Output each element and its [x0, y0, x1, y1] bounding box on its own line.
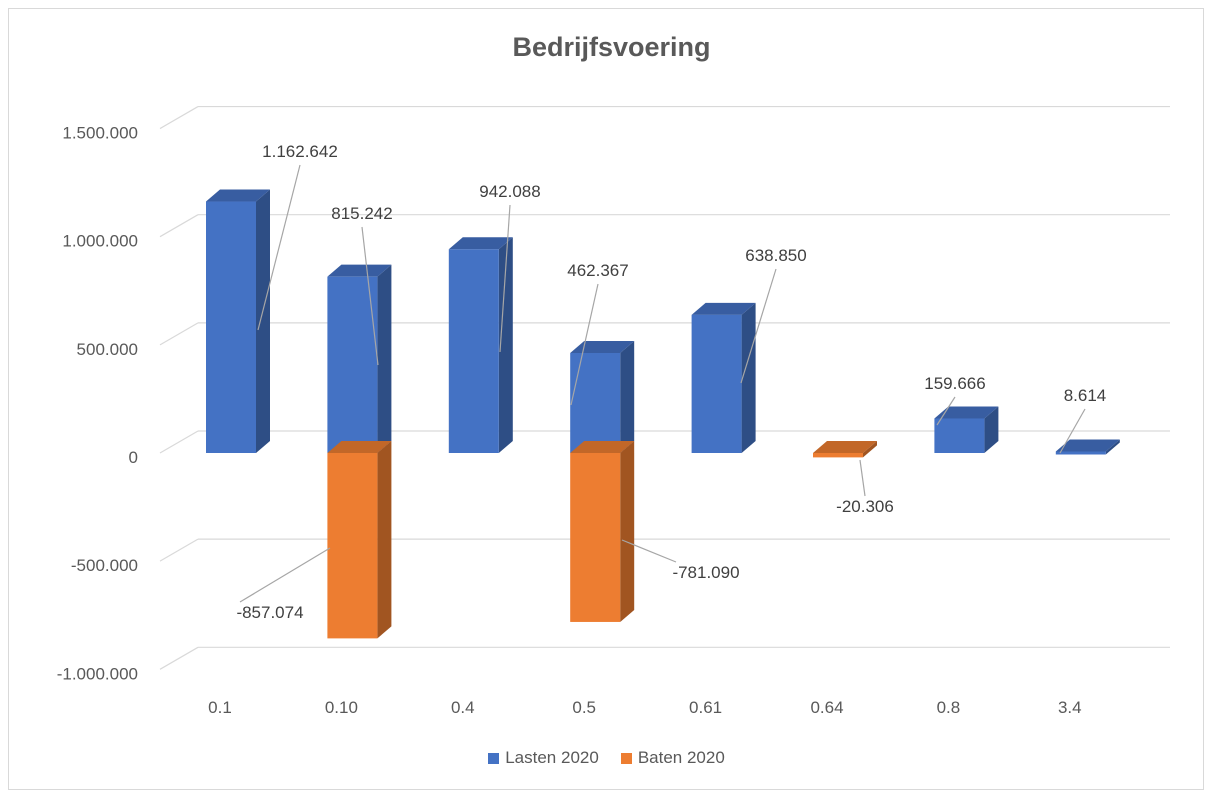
data-label-leader	[859, 459, 866, 497]
bar-lasten-0.1-top	[206, 189, 270, 202]
data-label-leader	[570, 283, 599, 406]
bar-lasten-0.8	[934, 418, 985, 453]
data-label: -857.074	[236, 603, 303, 622]
bar-lasten-0.5-top	[570, 340, 635, 353]
gridline-depth	[159, 106, 199, 130]
x-tick-label: 0.8	[937, 698, 961, 717]
data-label-leader	[740, 268, 777, 384]
legend-label-baten: Baten 2020	[637, 748, 725, 767]
y-tick-label: 1.500.000	[62, 124, 138, 143]
bar-baten-0.5-side	[620, 441, 635, 622]
bar-baten-0.5	[570, 453, 621, 622]
data-label-leader	[239, 547, 331, 603]
data-label: 1.162.642	[262, 142, 338, 161]
data-label-leader	[1059, 408, 1086, 454]
bar-lasten-0.4-side	[498, 237, 513, 453]
data-label: 638.850	[745, 246, 806, 265]
bar-baten-0.64-top	[813, 441, 877, 453]
gridline-depth	[159, 214, 199, 238]
bar-lasten-0.5-side	[620, 340, 635, 453]
legend-item-baten: Baten 2020	[620, 748, 725, 768]
x-tick-label: 0.5	[572, 698, 596, 717]
bar-baten-0.10	[327, 453, 378, 639]
chart-title: Bedrijfsvoering	[512, 32, 711, 62]
bar-lasten-0.1	[206, 201, 256, 453]
bar-lasten-0.61-side	[741, 302, 756, 453]
bar-lasten-0.10-top	[327, 264, 392, 277]
data-label-leader	[499, 204, 511, 353]
bar-baten-0.64-side	[863, 441, 877, 458]
x-tick-label: 0.64	[810, 698, 843, 717]
bar-lasten-3.4-side	[1105, 439, 1120, 455]
legend-swatch-lasten	[488, 752, 500, 764]
y-tick-label: -500.000	[71, 556, 138, 575]
gridline-depth	[159, 430, 199, 454]
data-label: 942.088	[479, 182, 540, 201]
gridline-depth	[159, 646, 199, 670]
gridline-depth	[159, 538, 199, 562]
data-label-leader	[361, 226, 379, 366]
data-label: -781.090	[672, 563, 739, 582]
bar-lasten-0.4-top	[448, 237, 513, 250]
bar-lasten-0.61	[691, 314, 742, 453]
bar-baten-0.5-top	[570, 441, 635, 453]
x-tick-label: 0.10	[325, 698, 358, 717]
y-tick-label: -1.000.000	[57, 664, 138, 683]
bar-lasten-3.4-top	[1055, 439, 1120, 452]
data-label: 159.666	[924, 374, 985, 393]
data-label: 462.367	[567, 261, 628, 280]
data-label-leader	[621, 539, 677, 563]
y-tick-label: 1.000.000	[62, 232, 138, 251]
x-tick-label: 3.4	[1058, 698, 1082, 717]
bar-baten-0.64	[813, 453, 863, 458]
data-label-leader	[936, 396, 956, 426]
bar-lasten-0.10-side	[377, 264, 392, 453]
bar-lasten-0.10	[327, 276, 378, 453]
chart-legend: Lasten 2020 Baten 2020	[0, 748, 1213, 768]
bar-baten-0.10-top	[327, 441, 392, 453]
x-tick-label: 0.61	[689, 698, 722, 717]
data-label: 815.242	[331, 204, 392, 223]
legend-swatch-baten	[620, 752, 632, 764]
bar-lasten-0.8-side	[984, 406, 999, 453]
legend-item-lasten: Lasten 2020	[488, 748, 599, 768]
x-tick-label: 0.4	[451, 698, 475, 717]
legend-label-lasten: Lasten 2020	[505, 748, 599, 767]
data-label: 8.614	[1064, 386, 1107, 405]
bar-lasten-0.61-top	[691, 302, 756, 315]
y-tick-label: 0	[129, 448, 138, 467]
bar-lasten-0.4	[448, 249, 499, 453]
bar-lasten-0.1-side	[256, 189, 270, 453]
x-tick-label: 0.1	[208, 698, 232, 717]
bar-lasten-3.4	[1055, 451, 1106, 455]
bar-baten-0.10-side	[377, 441, 392, 639]
y-tick-label: 500.000	[77, 340, 138, 359]
data-label: -20.306	[836, 497, 894, 516]
bar-lasten-0.8-top	[934, 406, 999, 419]
gridline-depth	[159, 322, 199, 346]
data-label-leader	[257, 164, 301, 331]
bar-lasten-0.5	[570, 352, 621, 453]
